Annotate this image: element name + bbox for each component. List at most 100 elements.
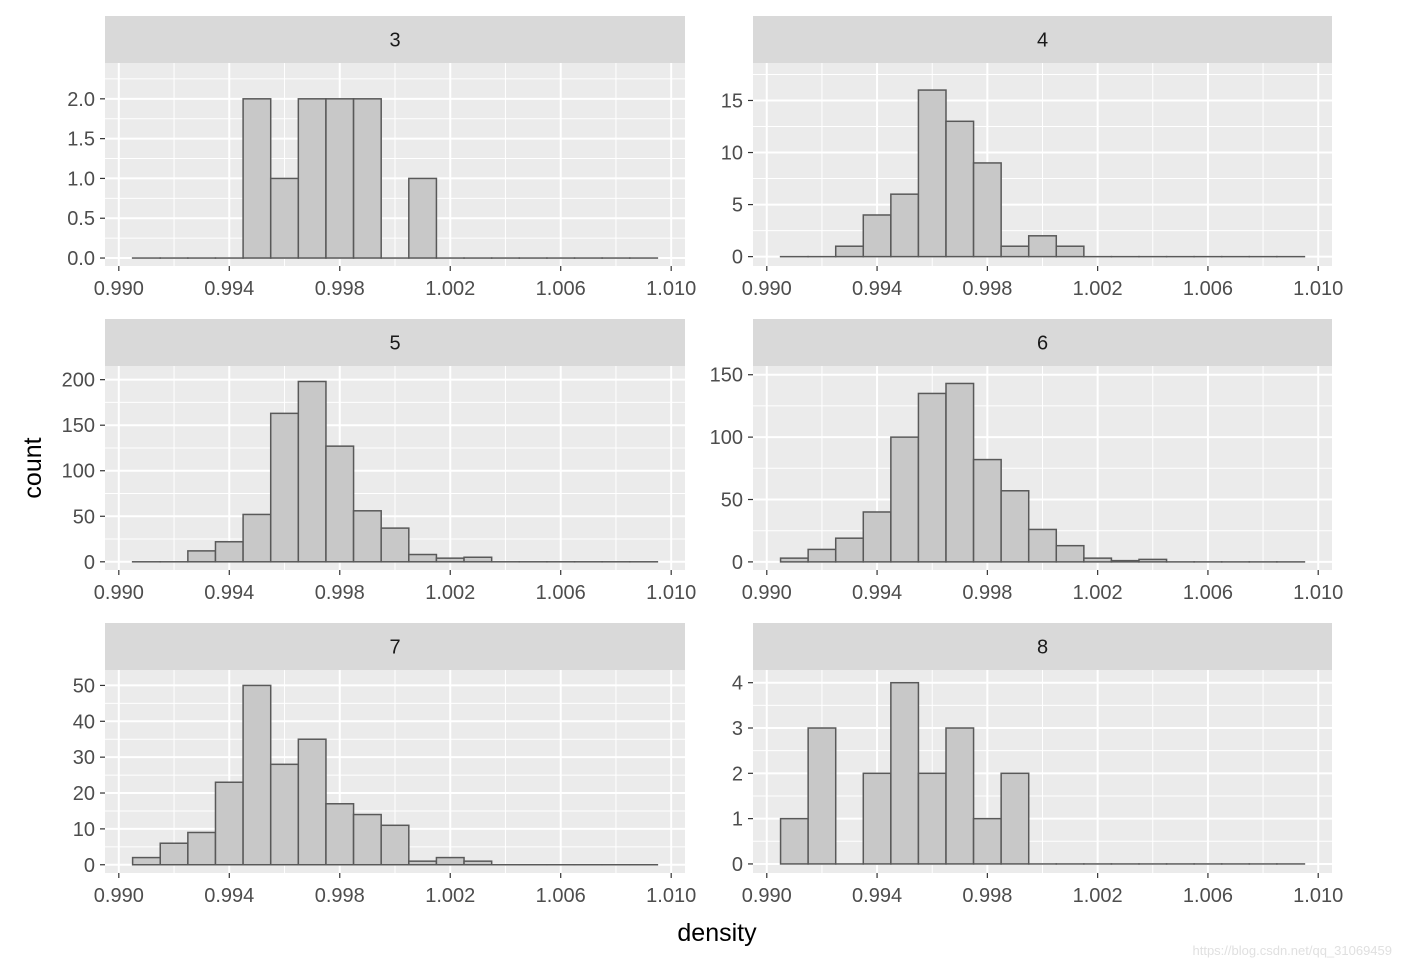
- histogram-bar: [1055, 245, 1085, 258]
- histogram-bar: [269, 412, 300, 563]
- histogram-bar: [297, 98, 327, 259]
- y-tick-label: 0: [732, 247, 743, 269]
- y-tick-label: 15: [721, 90, 743, 112]
- y-tick-label: 0: [84, 855, 95, 877]
- histogram-bar: [834, 245, 865, 258]
- histogram-bar: [890, 436, 920, 563]
- x-tick-label: 1.006: [536, 278, 586, 300]
- y-tick-label: 40: [73, 711, 95, 733]
- x-tick-label: 1.002: [1073, 582, 1123, 604]
- facet-strip-label: 3: [389, 30, 400, 52]
- histogram-bar: [297, 738, 327, 866]
- facet-panel-8: 8 0.990 0.994 0.998 1.002 1.006 1.010 0 1 2 3 4: [732, 623, 1343, 907]
- histogram-bar: [1027, 235, 1058, 258]
- facet-strip: [753, 623, 1332, 670]
- histogram-bar: [408, 553, 438, 563]
- y-tick-label: 30: [73, 747, 95, 769]
- x-tick-label: 0.990: [94, 582, 144, 604]
- histogram-bar: [463, 860, 493, 866]
- histogram-bar: [890, 681, 920, 865]
- x-tick-label: 1.006: [536, 582, 586, 604]
- x-tick-label: 0.998: [315, 582, 365, 604]
- y-tick-label: 150: [62, 415, 95, 437]
- y-tick-label: 20: [73, 783, 95, 805]
- histogram-bar: [890, 193, 920, 258]
- facet-panel-3: 3 0.990 0.994 0.998 1.002 1.006 1.010 0.0 0.5 1.0…: [67, 16, 696, 300]
- y-tick-label: 2.0: [67, 89, 95, 111]
- y-tick-label: 3: [732, 718, 743, 740]
- histogram-bar: [779, 817, 809, 865]
- facet-panel-7: 7 0.990 0.994 0.998 1.002 1.006 1.010 0 10 20 30 40…: [73, 623, 696, 907]
- histogram-bar: [945, 120, 975, 258]
- histogram-bar: [408, 860, 438, 866]
- x-axis-title: density: [677, 919, 757, 947]
- histogram-bar: [187, 831, 217, 866]
- facet-panel-6: 6 0.990 0.994 0.998 1.002 1.006 1.010 0 50 100 150: [710, 319, 1343, 604]
- facet-strip-label: 7: [389, 637, 400, 659]
- histogram-bar: [214, 541, 244, 563]
- histogram-bar: [1027, 528, 1058, 563]
- histogram-bar: [972, 162, 1002, 258]
- y-tick-label: 0: [732, 854, 743, 876]
- y-tick-label: 1.0: [67, 168, 95, 190]
- x-tick-label: 1.002: [1073, 885, 1123, 907]
- x-tick-label: 0.994: [204, 582, 254, 604]
- histogram-bar: [325, 803, 355, 866]
- facet-strip-label: 4: [1037, 30, 1048, 52]
- y-tick-label: 0.5: [67, 208, 95, 230]
- y-tick-label: 200: [62, 370, 95, 392]
- y-axis-title: count: [19, 437, 47, 498]
- x-tick-label: 0.998: [315, 278, 365, 300]
- x-tick-label: 0.998: [962, 582, 1012, 604]
- y-tick-label: 50: [73, 506, 95, 528]
- histogram-bar: [779, 557, 809, 563]
- x-tick-label: 0.994: [852, 885, 902, 907]
- histogram-bar: [131, 856, 161, 866]
- x-tick-label: 1.010: [1293, 278, 1343, 300]
- histogram-bar: [352, 813, 382, 866]
- histogram-bar: [862, 511, 892, 563]
- facet-panel-5: 5 0.990 0.994 0.998 1.002 1.006 1.010 0 50 100 150…: [62, 319, 696, 604]
- x-tick-label: 0.998: [315, 885, 365, 907]
- facet-strip: [105, 623, 685, 670]
- x-tick-label: 1.010: [646, 885, 696, 907]
- histogram-bar: [242, 513, 272, 563]
- histogram-bar: [242, 684, 272, 866]
- histogram-bar: [862, 772, 892, 865]
- histogram-bar: [807, 548, 837, 563]
- x-tick-label: 1.006: [1183, 582, 1233, 604]
- y-tick-label: 0: [84, 552, 95, 574]
- y-tick-label: 0: [732, 552, 743, 574]
- facet-strip-label: 5: [389, 333, 400, 355]
- y-tick-label: 150: [710, 365, 743, 387]
- histogram-bar: [269, 763, 300, 866]
- y-tick-label: 5: [732, 195, 743, 217]
- histogram-bar: [1000, 772, 1030, 865]
- x-tick-label: 0.994: [204, 278, 254, 300]
- histogram-bar: [159, 842, 189, 866]
- x-tick-label: 1.006: [1183, 885, 1233, 907]
- x-tick-label: 1.002: [425, 885, 475, 907]
- y-tick-label: 10: [721, 143, 743, 165]
- histogram-bar: [1055, 544, 1085, 563]
- facet-strip: [105, 16, 685, 63]
- x-tick-label: 1.010: [1293, 582, 1343, 604]
- histogram-bar: [972, 458, 1002, 563]
- histogram-bar: [1110, 559, 1140, 563]
- histogram-bar: [380, 824, 410, 866]
- histogram-bar: [862, 214, 892, 258]
- histogram-bar: [1138, 558, 1168, 563]
- histogram-bar: [972, 817, 1002, 865]
- facet-strip-label: 8: [1037, 637, 1048, 659]
- watermark: https://blog.csdn.net/qq_31069459: [1193, 943, 1393, 958]
- histogram-bar: [242, 98, 272, 259]
- x-tick-label: 0.990: [742, 582, 792, 604]
- x-tick-label: 0.990: [94, 885, 144, 907]
- histogram-bar: [1000, 245, 1030, 258]
- histogram-bar: [1083, 557, 1113, 563]
- x-tick-label: 1.002: [425, 278, 475, 300]
- histogram-bar: [352, 510, 382, 563]
- histogram-bar: [408, 177, 438, 259]
- y-tick-label: 1: [732, 809, 743, 831]
